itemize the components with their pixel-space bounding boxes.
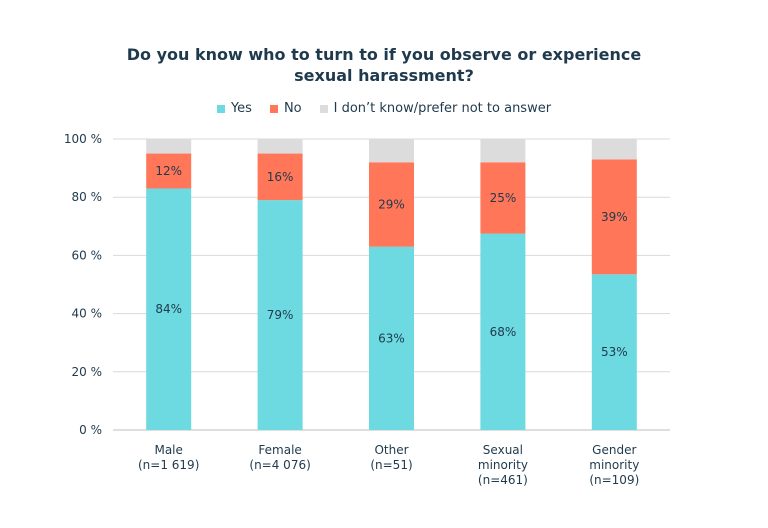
x-category-label: (n=4 076) bbox=[249, 458, 310, 472]
data-label: 12% bbox=[155, 164, 182, 178]
y-tick-label: 0 % bbox=[79, 423, 102, 437]
bar-segment bbox=[480, 162, 526, 234]
x-category-label: Female bbox=[258, 443, 301, 457]
bar-segment bbox=[146, 139, 192, 154]
x-category-label: (n=1 619) bbox=[138, 458, 199, 472]
legend-item-yes: Yes bbox=[216, 101, 252, 116]
data-label: 63% bbox=[378, 331, 405, 345]
bar-segment bbox=[369, 162, 414, 247]
bar-segment bbox=[257, 139, 303, 154]
bar-segment bbox=[591, 274, 637, 430]
x-category-label: Male bbox=[154, 443, 182, 457]
data-label: 84% bbox=[155, 302, 182, 316]
bar-segment bbox=[257, 153, 303, 201]
bar-segment bbox=[146, 153, 192, 189]
y-tick-label: 20 % bbox=[72, 365, 103, 379]
legend-swatch-dont-know bbox=[319, 104, 328, 113]
y-tick-label: 40 % bbox=[72, 307, 103, 321]
data-label: 39% bbox=[601, 210, 628, 224]
chart-title-line-2: sexual harassment? bbox=[294, 66, 474, 85]
x-category-label: (n=109) bbox=[589, 473, 639, 487]
x-category-label: (n=51) bbox=[370, 458, 412, 472]
y-tick-label: 80 % bbox=[72, 190, 103, 204]
y-tick-label: 60 % bbox=[72, 248, 103, 262]
x-category-label: Sexual bbox=[483, 443, 523, 457]
bar-segment bbox=[146, 188, 192, 430]
legend-item-no: No bbox=[269, 101, 302, 116]
bar-segment bbox=[257, 200, 303, 430]
legend-label-yes: Yes bbox=[230, 101, 252, 116]
data-label: 16% bbox=[267, 170, 294, 184]
data-label: 25% bbox=[490, 191, 517, 205]
x-category-label: Other bbox=[374, 443, 408, 457]
legend-label-no: No bbox=[283, 101, 302, 116]
data-label: 68% bbox=[490, 325, 517, 339]
bar-segment bbox=[480, 139, 526, 163]
legend: Yes No I don’t know/prefer not to answer bbox=[0, 101, 768, 116]
x-category-label: (n=461) bbox=[478, 473, 528, 487]
x-category-label: minority bbox=[589, 458, 639, 472]
data-label: 29% bbox=[378, 197, 405, 211]
bar-segment bbox=[369, 246, 414, 430]
bar-segment bbox=[591, 159, 637, 275]
legend-swatch-no bbox=[269, 104, 278, 113]
bar-segment bbox=[369, 139, 414, 163]
x-category-label: minority bbox=[478, 458, 528, 472]
bar-segment bbox=[591, 139, 637, 160]
y-tick-label: 100 % bbox=[64, 132, 102, 146]
chart-title: Do you know who to turn to if you observ… bbox=[0, 44, 768, 86]
legend-item-dont-know: I don’t know/prefer not to answer bbox=[319, 101, 552, 116]
data-label: 79% bbox=[267, 308, 294, 322]
bar-segment bbox=[480, 233, 526, 430]
data-label: 53% bbox=[601, 345, 628, 359]
chart-title-line-1: Do you know who to turn to if you observ… bbox=[126, 45, 642, 64]
legend-label-dont-know: I don’t know/prefer not to answer bbox=[333, 101, 552, 116]
x-category-label: Gender bbox=[592, 443, 636, 457]
legend-swatch-yes bbox=[216, 104, 225, 113]
